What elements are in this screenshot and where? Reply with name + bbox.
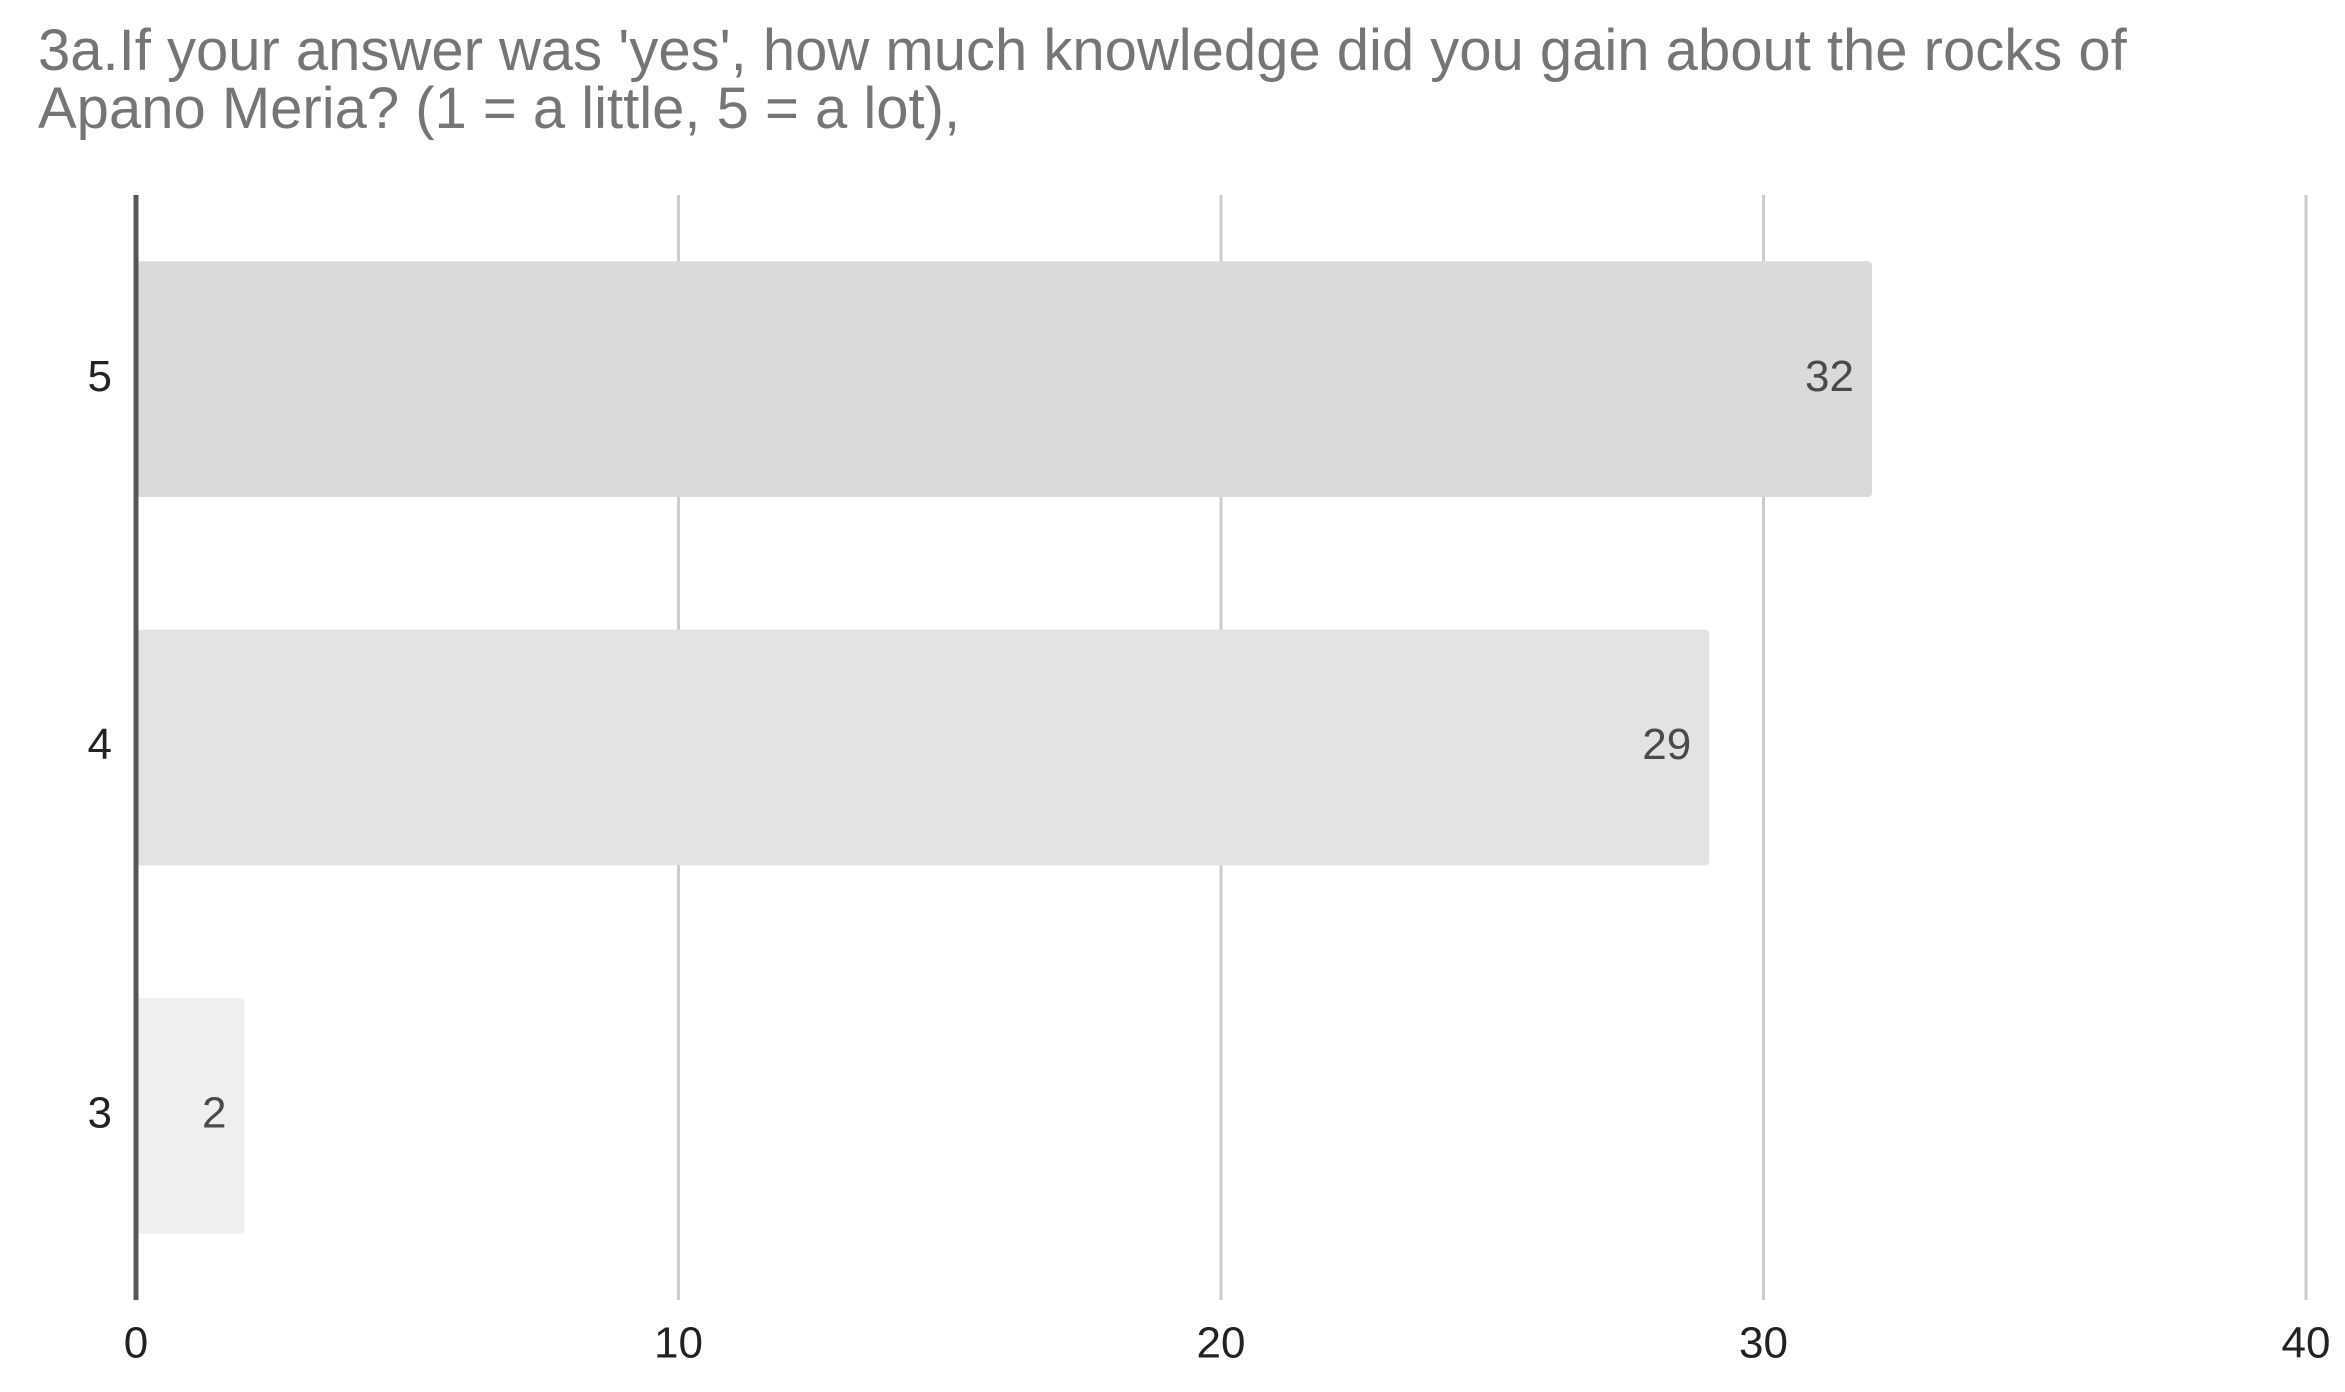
y-tick-label-4: 4 bbox=[88, 720, 112, 769]
x-axis-tick-labels: 0 10 20 30 40 bbox=[124, 1319, 2331, 1368]
x-tick-label-30: 30 bbox=[1739, 1319, 1788, 1368]
y-tick-label-3: 3 bbox=[88, 1088, 112, 1137]
data-label-3: 2 bbox=[202, 1088, 226, 1137]
x-tick-label-20: 20 bbox=[1197, 1319, 1246, 1368]
chart-title: 3a.If your answer was 'yes', how much kn… bbox=[38, 18, 2127, 141]
y-tick-label-5: 5 bbox=[88, 352, 112, 401]
data-label-5: 32 bbox=[1805, 352, 1854, 401]
x-tick-label-10: 10 bbox=[654, 1319, 703, 1368]
x-tick-label-40: 40 bbox=[2282, 1319, 2331, 1368]
bar-4 bbox=[136, 629, 1710, 866]
y-axis-tick-labels: 5 4 3 bbox=[88, 352, 112, 1138]
bar-3 bbox=[136, 997, 245, 1234]
data-labels: 32 29 2 bbox=[202, 352, 1854, 1138]
bar-5 bbox=[136, 261, 1872, 498]
data-label-4: 29 bbox=[1642, 720, 1691, 769]
bars bbox=[136, 261, 1872, 1234]
x-tick-label-0: 0 bbox=[124, 1319, 148, 1368]
